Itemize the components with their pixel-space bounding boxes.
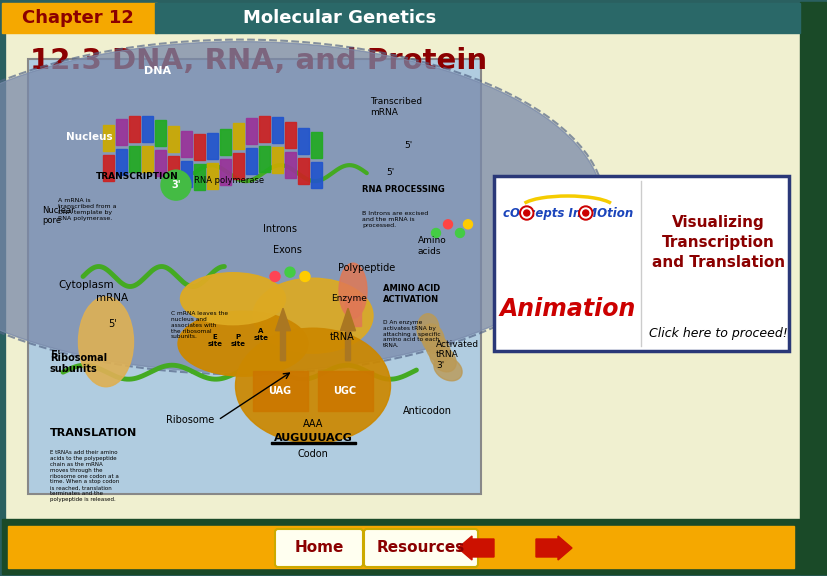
Text: DNA: DNA <box>144 66 171 76</box>
Text: cOncepts In MOtion: cOncepts In MOtion <box>502 207 632 219</box>
Ellipse shape <box>417 314 438 344</box>
Bar <box>220 158 231 184</box>
Bar <box>155 3 799 33</box>
Text: AMINO ACID
ACTIVATION: AMINO ACID ACTIVATION <box>383 284 440 304</box>
Bar <box>220 128 231 154</box>
Text: tRNA: tRNA <box>330 332 354 342</box>
Bar <box>272 118 283 143</box>
Text: Activated
tRNA
3': Activated tRNA 3' <box>436 340 479 370</box>
Bar <box>2 3 157 33</box>
Bar <box>103 155 114 181</box>
Bar <box>270 442 356 444</box>
Ellipse shape <box>180 272 285 325</box>
Bar <box>284 122 295 148</box>
FancyBboxPatch shape <box>275 529 362 567</box>
Bar <box>345 295 361 325</box>
Text: Transcribed
mRNA: Transcribed mRNA <box>370 97 422 116</box>
Bar <box>141 116 153 142</box>
Bar <box>181 131 192 157</box>
Text: TRANSLATION: TRANSLATION <box>50 428 137 438</box>
Ellipse shape <box>79 297 133 386</box>
Text: Introns: Introns <box>263 223 297 234</box>
FancyBboxPatch shape <box>364 529 477 567</box>
FancyArrow shape <box>457 536 494 560</box>
Bar <box>194 134 205 160</box>
Text: Polypeptide: Polypeptide <box>337 263 394 273</box>
Bar <box>116 149 127 175</box>
Circle shape <box>582 210 588 216</box>
Bar <box>129 146 140 172</box>
Text: D An enzyme
activates tRNA by
attaching a specific
amino acid to each
tRNA.: D An enzyme activates tRNA by attaching … <box>383 320 440 348</box>
Text: Codon: Codon <box>297 449 328 458</box>
Bar <box>311 132 322 158</box>
Bar <box>298 128 308 154</box>
Circle shape <box>519 206 533 220</box>
Text: Chapter 12: Chapter 12 <box>22 9 134 27</box>
Text: RNA polymerase: RNA polymerase <box>194 176 264 185</box>
Circle shape <box>578 206 592 220</box>
Text: UAG: UAG <box>268 386 291 396</box>
Text: 12.3 DNA, RNA, and Protein: 12.3 DNA, RNA, and Protein <box>30 47 486 75</box>
Text: UGC: UGC <box>333 386 356 396</box>
Circle shape <box>443 220 452 229</box>
Bar <box>181 161 192 187</box>
Bar <box>259 146 270 172</box>
Bar <box>246 148 256 174</box>
Bar <box>298 158 308 184</box>
FancyBboxPatch shape <box>494 176 788 351</box>
Text: Nucleus: Nucleus <box>66 132 112 142</box>
Text: A mRNA is
transcribed from a
DNA template by
RNA polymerase.: A mRNA is transcribed from a DNA templat… <box>58 198 117 221</box>
Text: Ribosome: Ribosome <box>165 415 214 425</box>
Text: Cytoplasm: Cytoplasm <box>58 280 113 290</box>
FancyArrow shape <box>275 308 290 361</box>
Bar <box>259 116 270 142</box>
Ellipse shape <box>421 324 444 354</box>
Bar <box>8 526 793 568</box>
Text: mRNA: mRNA <box>96 293 128 303</box>
Bar <box>155 150 165 176</box>
Bar <box>284 152 295 178</box>
Text: Home: Home <box>294 540 343 555</box>
Text: Ribosomal
subunits: Ribosomal subunits <box>50 353 107 374</box>
Circle shape <box>284 267 294 277</box>
Ellipse shape <box>425 335 450 363</box>
Text: Molecular Genetics: Molecular Genetics <box>243 9 436 27</box>
Bar <box>207 163 218 189</box>
Text: Exons: Exons <box>273 245 302 255</box>
Bar <box>246 118 256 144</box>
Circle shape <box>523 210 529 216</box>
Bar <box>311 162 322 188</box>
Text: Amino
acids: Amino acids <box>418 236 447 256</box>
Text: Resources: Resources <box>376 540 465 555</box>
Bar <box>799 2 825 574</box>
Circle shape <box>521 208 531 218</box>
Ellipse shape <box>253 278 372 353</box>
Ellipse shape <box>0 41 603 372</box>
Bar <box>141 146 153 172</box>
Bar <box>207 132 218 159</box>
Bar <box>232 123 244 149</box>
FancyArrow shape <box>535 536 571 560</box>
Text: Nuclear
pore: Nuclear pore <box>42 206 74 225</box>
Bar <box>116 119 127 145</box>
Text: Click here to proceed!: Click here to proceed! <box>648 327 786 339</box>
FancyArrow shape <box>340 308 355 361</box>
Ellipse shape <box>429 346 456 372</box>
Text: A
site: A site <box>253 328 268 341</box>
Bar <box>253 371 308 411</box>
Text: AUGUUUACG: AUGUUUACG <box>273 433 352 443</box>
Text: 5': 5' <box>108 319 117 329</box>
Ellipse shape <box>235 328 390 443</box>
Text: 3': 3' <box>171 180 180 190</box>
Text: Enzyme: Enzyme <box>331 294 366 303</box>
Circle shape <box>463 220 472 229</box>
Circle shape <box>580 208 590 218</box>
Bar <box>129 116 140 142</box>
Bar <box>232 153 244 179</box>
Text: Visualizing
Transcription
and Translation: Visualizing Transcription and Translatio… <box>651 215 784 270</box>
Bar <box>103 125 114 151</box>
Bar <box>2 519 825 574</box>
Text: 5': 5' <box>404 142 412 150</box>
Bar <box>194 164 205 190</box>
